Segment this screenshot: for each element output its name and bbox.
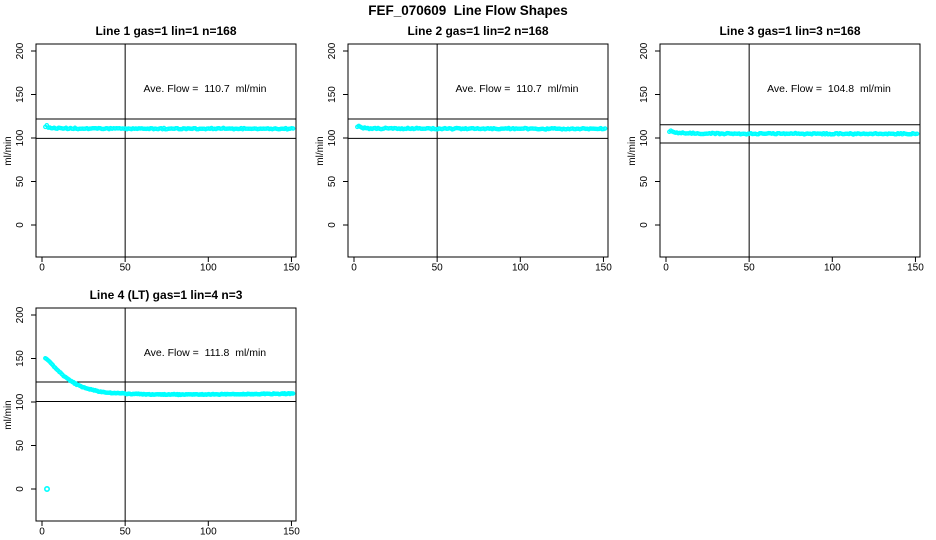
- x-tick-label: 0: [39, 527, 45, 538]
- y-tick-label: 0: [639, 222, 650, 228]
- x-tick-label: 150: [283, 263, 300, 274]
- y-axis-label: ml/min: [3, 400, 14, 429]
- plot-svg-line-2: Line 2 gas=1 lin=2 n=168 0 50 100 150 0 50 100 1…: [315, 24, 612, 274]
- avg-flow-annotation: Ave. Flow = 110.7 ml/min: [143, 83, 266, 95]
- y-tick-label: 200: [327, 42, 338, 59]
- y-axis-label: ml/min: [627, 136, 638, 165]
- y-tick-label: 50: [15, 176, 26, 188]
- y-tick-label: 200: [639, 42, 650, 59]
- plot-box: [347, 43, 609, 258]
- y-tick-label: 0: [327, 222, 338, 228]
- x-tick-label: 50: [120, 263, 132, 274]
- y-tick-label: 100: [327, 129, 338, 146]
- y-tick-label: 50: [15, 440, 26, 452]
- panel-title: Line 2 gas=1 lin=2 n=168: [407, 24, 548, 38]
- y-tick-label: 200: [15, 306, 26, 323]
- panel-line-1: Line 1 gas=1 lin=1 n=168 0 50 100 150 0 50 100 1…: [0, 18, 312, 274]
- plot-box: [659, 43, 921, 258]
- panel-line-3: Line 3 gas=1 lin=3 n=168 0 50 100 150 0 50 100 1…: [624, 18, 936, 274]
- data-point: [914, 131, 920, 137]
- panel-title: Line 4 (LT) gas=1 lin=4 n=3: [90, 288, 243, 302]
- y-tick-label: 50: [327, 176, 338, 188]
- x-tick-label: 150: [283, 527, 300, 538]
- x-tick-label: 150: [595, 263, 612, 274]
- plot-box: [35, 43, 297, 258]
- y-tick-label: 150: [327, 86, 338, 103]
- x-tick-label: 0: [663, 263, 669, 274]
- y-tick-label: 0: [15, 486, 26, 492]
- avg-flow-annotation: Ave. Flow = 110.7 ml/min: [455, 83, 578, 95]
- data-points: [355, 123, 608, 132]
- y-tick-label: 100: [15, 393, 26, 410]
- figure-title: FEF_070609 Line Flow Shapes: [368, 3, 568, 18]
- x-tick-label: 50: [120, 527, 132, 538]
- x-tick-label: 0: [39, 263, 45, 274]
- x-tick-label: 50: [744, 263, 756, 274]
- y-tick-label: 100: [15, 129, 26, 146]
- x-tick-label: 100: [200, 263, 217, 274]
- x-tick-label: 0: [351, 263, 357, 274]
- panel-line-4: Line 4 (LT) gas=1 lin=4 n=3 0 50 100 150 0 50 1…: [0, 282, 312, 538]
- outlier-point: [43, 486, 50, 493]
- y-tick-label: 50: [639, 176, 650, 188]
- x-tick-label: 100: [200, 527, 217, 538]
- y-axis-label: ml/min: [3, 136, 14, 165]
- panel-line-2: Line 2 gas=1 lin=2 n=168 0 50 100 150 0 50 100 1…: [312, 18, 624, 274]
- y-tick-label: 0: [15, 222, 26, 228]
- x-tick-label: 100: [512, 263, 529, 274]
- data-point: [290, 391, 296, 396]
- plot-box: [35, 307, 297, 522]
- panel-title: Line 1 gas=1 lin=1 n=168: [95, 24, 236, 38]
- plot-svg-line-4: Line 4 (LT) gas=1 lin=4 n=3 0 50 100 150 0 50 1…: [3, 288, 300, 538]
- y-axis-label: ml/min: [315, 136, 326, 165]
- plot-svg-line-3: Line 3 gas=1 lin=3 n=168 0 50 100 150 0 50 100 1…: [627, 24, 924, 274]
- panel-title: Line 3 gas=1 lin=3 n=168: [719, 24, 860, 38]
- plot-svg-line-1: Line 1 gas=1 lin=1 n=168 0 50 100 150 0 50 100 1…: [3, 24, 300, 274]
- avg-flow-annotation: Ave. Flow = 111.8 ml/min: [144, 347, 266, 359]
- x-tick-label: 150: [907, 263, 924, 274]
- avg-flow-annotation: Ave. Flow = 104.8 ml/min: [767, 83, 891, 95]
- data-points: [43, 355, 296, 493]
- y-tick-label: 100: [639, 129, 650, 146]
- y-tick-label: 150: [15, 86, 26, 103]
- x-tick-label: 50: [432, 263, 444, 274]
- y-tick-label: 150: [639, 86, 650, 103]
- data-points: [43, 122, 296, 132]
- data-points: [667, 128, 920, 137]
- data-point: [290, 126, 296, 131]
- data-point: [602, 126, 608, 131]
- y-tick-label: 150: [15, 350, 26, 367]
- x-tick-label: 100: [824, 263, 841, 274]
- y-tick-label: 200: [15, 42, 26, 59]
